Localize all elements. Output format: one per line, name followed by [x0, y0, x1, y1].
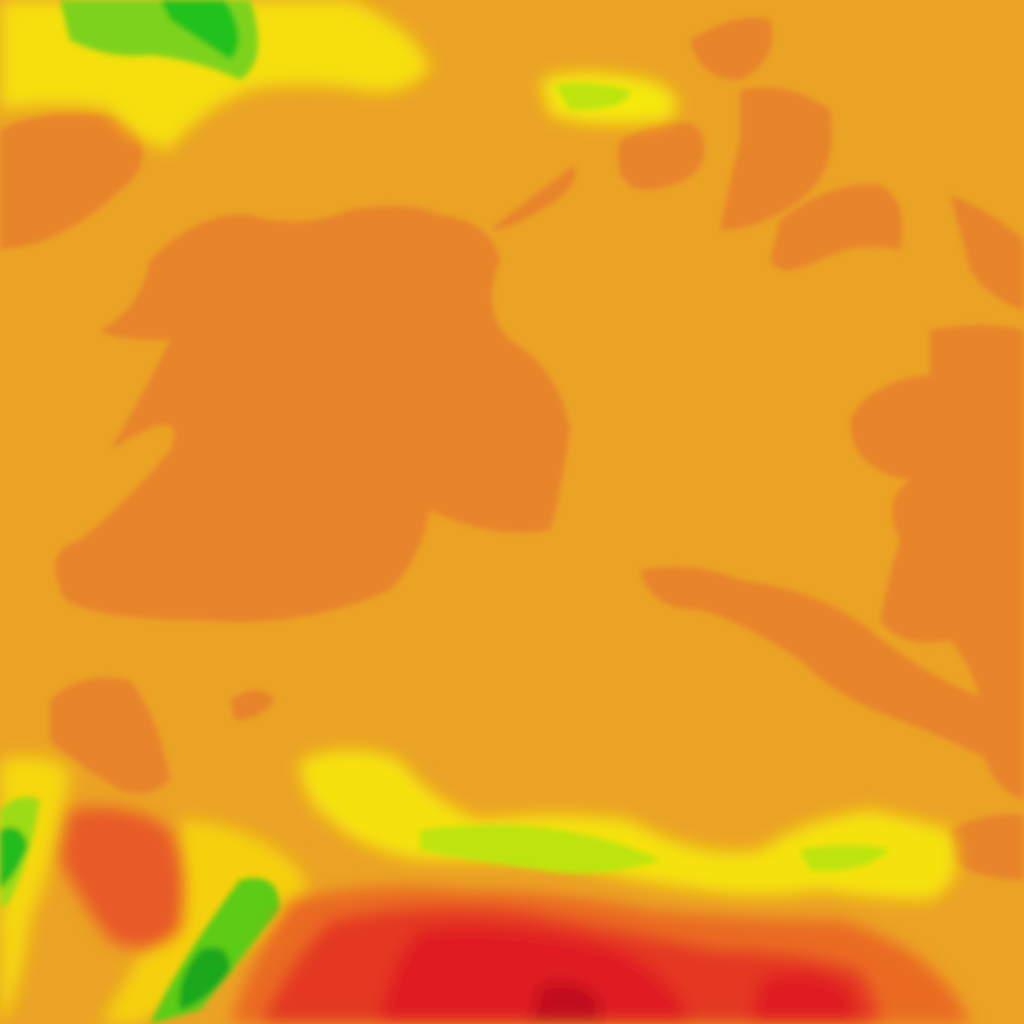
region: [530, 982, 600, 1024]
region: [950, 814, 1024, 880]
region: [100, 820, 308, 1024]
region: [490, 165, 576, 230]
region: [618, 122, 705, 190]
region: [690, 17, 772, 80]
region: [230, 690, 275, 720]
region: [750, 972, 860, 1024]
region: [800, 845, 890, 871]
region: [179, 947, 230, 1010]
region: [420, 825, 660, 874]
region: [850, 325, 1024, 800]
region: [0, 112, 143, 250]
region: [720, 87, 832, 230]
region: [50, 677, 170, 794]
region: [770, 184, 903, 270]
region: [60, 807, 184, 948]
orange-regions: [0, 17, 1024, 880]
region: [555, 83, 630, 110]
region: [300, 750, 957, 900]
region: [640, 566, 1000, 760]
region: [380, 927, 690, 1024]
red-regions: [60, 807, 970, 1024]
region: [55, 206, 570, 622]
region: [950, 195, 1024, 310]
region: [160, 0, 239, 60]
green-regions: [0, 0, 890, 1024]
region: [0, 827, 28, 890]
